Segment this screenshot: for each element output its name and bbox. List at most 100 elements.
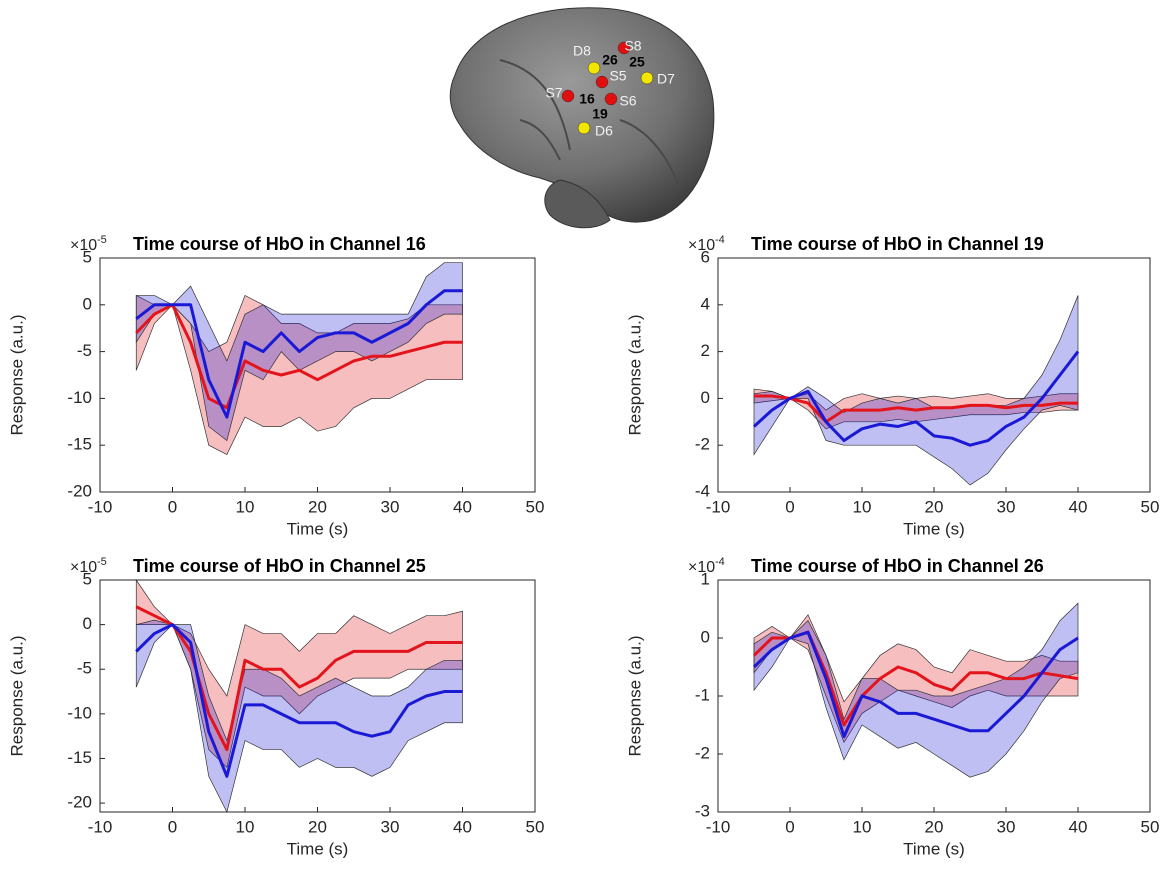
x-tick-label: -10 bbox=[88, 497, 113, 516]
chart-title: Time course of HbO in Channel 16 bbox=[133, 234, 426, 254]
y-tick-label: -2 bbox=[695, 435, 710, 454]
mean-line bbox=[752, 350, 1080, 447]
y-tick-label: 0 bbox=[701, 388, 710, 407]
x-tick-label: 40 bbox=[1069, 817, 1088, 836]
optode-label: D8 bbox=[573, 43, 591, 59]
y-multiplier-exponent: -5 bbox=[97, 234, 107, 246]
y-tick-label: -15 bbox=[67, 435, 92, 454]
y-multiplier-base: ×10 bbox=[688, 559, 715, 576]
detector-dot bbox=[577, 121, 591, 135]
x-axis-label: Time (s) bbox=[287, 839, 349, 858]
y-tick-label: 6 bbox=[701, 247, 710, 266]
x-tick-label: 30 bbox=[997, 497, 1016, 516]
x-tick-label: 50 bbox=[1141, 817, 1160, 836]
x-tick-label: 20 bbox=[308, 497, 327, 516]
x-tick-label: -10 bbox=[706, 497, 731, 516]
y-tick-label: -4 bbox=[695, 481, 710, 500]
optode-label: S5 bbox=[609, 68, 626, 84]
x-tick-label: -10 bbox=[706, 817, 731, 836]
x-tick-label: 40 bbox=[1069, 497, 1088, 516]
y-tick-label: -10 bbox=[67, 388, 92, 407]
y-tick-label: -5 bbox=[77, 659, 92, 678]
mean-line bbox=[135, 289, 463, 419]
y-axis-label: Response (a.u.) bbox=[625, 315, 644, 436]
y-multiplier-exponent: -4 bbox=[715, 556, 725, 568]
x-tick-label: 0 bbox=[785, 817, 794, 836]
x-tick-label: 20 bbox=[308, 817, 327, 836]
x-tick-label: -10 bbox=[88, 817, 113, 836]
confidence-band bbox=[753, 295, 1079, 486]
y-tick-label: -3 bbox=[695, 801, 710, 820]
y-tick-label: 0 bbox=[83, 294, 92, 313]
mean-line bbox=[752, 630, 1079, 739]
x-tick-label: 10 bbox=[236, 817, 255, 836]
chart-title: Time course of HbO in Channel 25 bbox=[133, 556, 426, 576]
x-tick-label: 30 bbox=[381, 497, 400, 516]
x-axis-label: Time (s) bbox=[903, 839, 965, 858]
brain-cerebrum bbox=[449, 7, 715, 223]
optode-label: S8 bbox=[624, 38, 641, 54]
y-tick-label: -1 bbox=[695, 685, 710, 704]
brain bbox=[449, 7, 715, 229]
y-tick-label: -15 bbox=[67, 748, 92, 767]
y-multiplier-base: ×10 bbox=[70, 237, 97, 254]
x-tick-label: 40 bbox=[453, 497, 472, 516]
chart-title: Time course of HbO in Channel 19 bbox=[751, 234, 1044, 254]
x-tick-label: 50 bbox=[1141, 497, 1160, 516]
brain-cerebellum bbox=[544, 179, 611, 229]
y-tick-label: 1 bbox=[701, 569, 710, 588]
optode-label: D7 bbox=[657, 71, 675, 87]
x-tick-label: 20 bbox=[925, 817, 944, 836]
x-tick-label: 20 bbox=[925, 497, 944, 516]
mean-line bbox=[754, 394, 1078, 424]
mean-line bbox=[135, 303, 463, 410]
x-tick-label: 30 bbox=[997, 817, 1016, 836]
x-tick-label: 30 bbox=[381, 817, 400, 836]
x-tick-label: 50 bbox=[526, 497, 545, 516]
channel-label: 25 bbox=[629, 54, 645, 70]
channel-label: 16 bbox=[579, 91, 595, 107]
optode-label: D6 bbox=[595, 123, 613, 139]
confidence-band bbox=[753, 602, 1079, 778]
y-multiplier-base: ×10 bbox=[688, 237, 715, 254]
y-tick-label: 2 bbox=[701, 341, 710, 360]
x-axis-label: Time (s) bbox=[903, 519, 965, 538]
x-tick-label: 0 bbox=[168, 497, 177, 516]
x-axis-label: Time (s) bbox=[287, 519, 349, 538]
y-tick-label: -5 bbox=[77, 341, 92, 360]
confidence-band bbox=[135, 294, 463, 456]
y-tick-label: -10 bbox=[67, 703, 92, 722]
y-tick-label: -20 bbox=[67, 793, 92, 812]
y-axis-label: Response (a.u.) bbox=[7, 315, 26, 436]
y-multiplier-base: ×10 bbox=[70, 559, 97, 576]
chart-title: Time course of HbO in Channel 26 bbox=[751, 556, 1044, 576]
y-tick-label: 5 bbox=[83, 569, 92, 588]
source-dot bbox=[604, 92, 618, 106]
source-dot bbox=[561, 89, 575, 103]
detector-dot bbox=[640, 71, 654, 85]
y-axis-label: Response (a.u.) bbox=[625, 636, 644, 757]
brain-sulcus bbox=[499, 59, 681, 191]
detector-dot bbox=[587, 61, 601, 75]
mean-line bbox=[135, 623, 463, 778]
mean-line bbox=[135, 605, 463, 752]
y-tick-label: -20 bbox=[67, 481, 92, 500]
optode-label: S7 bbox=[545, 85, 562, 101]
channel-label: 19 bbox=[592, 106, 608, 122]
y-multiplier-exponent: -4 bbox=[715, 234, 725, 246]
y-tick-label: 4 bbox=[701, 294, 710, 313]
x-tick-label: 0 bbox=[168, 817, 177, 836]
y-tick-label: 0 bbox=[83, 614, 92, 633]
y-multiplier-exponent: -5 bbox=[97, 556, 107, 568]
y-tick-label: 5 bbox=[83, 247, 92, 266]
y-axis-label: Response (a.u.) bbox=[7, 636, 26, 757]
x-tick-label: 50 bbox=[526, 817, 545, 836]
channel-label: 26 bbox=[602, 52, 618, 68]
x-tick-label: 40 bbox=[453, 817, 472, 836]
source-dot bbox=[617, 41, 631, 55]
x-tick-label: 10 bbox=[236, 497, 255, 516]
x-tick-label: 10 bbox=[853, 817, 872, 836]
